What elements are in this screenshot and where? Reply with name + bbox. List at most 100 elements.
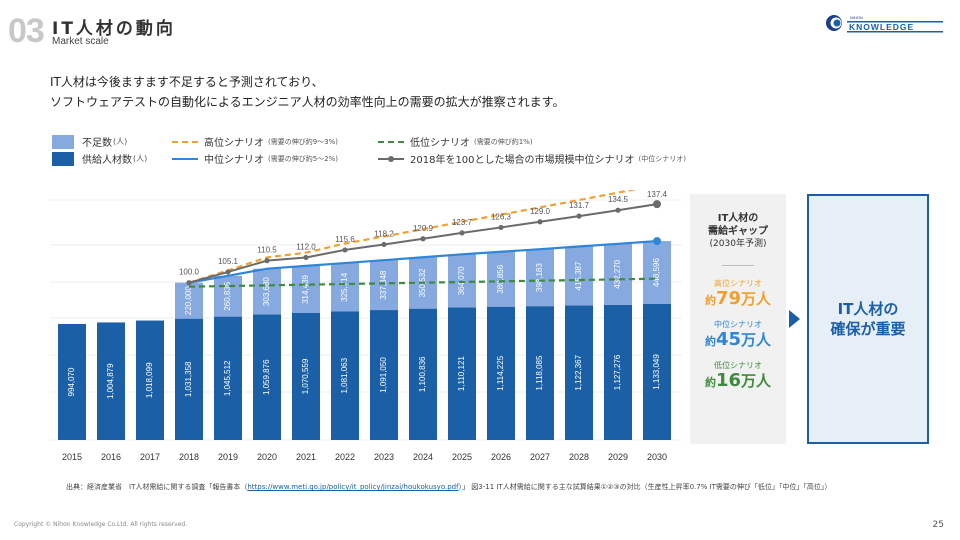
- line-mid-scenario: [188, 239, 658, 284]
- x-tick-label: 2030: [647, 452, 667, 462]
- source-link[interactable]: https://www.meti.go.jp/policy/it_policy/…: [247, 483, 459, 491]
- market-index-point: [225, 269, 231, 275]
- bar-label-supply: 1,081,063: [340, 357, 349, 393]
- market-index-point: [264, 258, 270, 264]
- market-index-point: [381, 241, 387, 248]
- logo-globe-icon: [826, 15, 842, 31]
- market-index-label: 100.0: [179, 268, 200, 277]
- bar-label-shortage: 325,714: [340, 272, 349, 301]
- bar-label-supply: 1,133,049: [652, 354, 661, 390]
- bar-supply: [604, 304, 632, 440]
- x-tick-label: 2027: [530, 452, 550, 462]
- bar-label-supply: 1,122,367: [574, 354, 583, 390]
- market-index-label: 110.5: [257, 246, 277, 255]
- bar-supply: [487, 306, 515, 440]
- bar-supply: [565, 305, 593, 440]
- conclusion-box: IT人材の 確保が重要: [807, 194, 929, 444]
- logo-name: KNOWLEDGE: [849, 22, 914, 32]
- bar-label-supply: 994,070: [67, 367, 76, 396]
- market-index-label: 137.4: [647, 190, 668, 199]
- company-logo: NIHON KNOWLEDGE: [825, 12, 945, 34]
- legend-swatch-supply: [52, 151, 74, 166]
- bar-label-shortage: 220,000: [184, 286, 193, 315]
- bar-label-shortage: 415,387: [574, 261, 583, 290]
- x-tick-label: 2026: [491, 452, 511, 462]
- market-index-point: [303, 254, 309, 261]
- bar-label-supply: 1,004,879: [106, 363, 115, 399]
- legend-line-high: [172, 140, 198, 143]
- bar-supply: [175, 318, 203, 440]
- bar-label-supply: 1,070,559: [301, 358, 310, 394]
- market-index-label: 112.0: [296, 242, 316, 251]
- page-subtitle: Market scale: [52, 36, 109, 47]
- line-high-scenario: [188, 190, 637, 284]
- x-tick-label: 2020: [257, 452, 277, 462]
- line-mid-end-marker: [653, 237, 661, 246]
- bar-shortage: [175, 282, 203, 319]
- x-tick-label: 2023: [374, 452, 394, 462]
- legend-mid: 中位シナリオ (需要の伸び約5〜2%): [172, 151, 338, 166]
- bar-label-shortage: 303,680: [262, 277, 271, 306]
- source-citation: 出典：経済産業省 IT人材需給に関する調査「報告書本（https://www.m…: [66, 483, 832, 491]
- bar-shortage: [643, 241, 671, 304]
- supply-gap-panel: IT人材の 需給ギャップ (2030年予測) 高位シナリオ 約79万人 中位シナ…: [690, 194, 786, 444]
- market-index-point: [615, 207, 621, 213]
- x-tick-label: 2018: [179, 452, 199, 462]
- conclusion-line-2: 確保が重要: [830, 320, 906, 338]
- gap-title: IT人材の 需給ギャップ (2030年予測): [708, 213, 768, 249]
- bar-label-shortage: 260,835: [223, 281, 232, 310]
- x-tick-label: 2019: [218, 452, 238, 462]
- market-index-label: 118.2: [374, 229, 394, 238]
- bar-supply: [448, 307, 476, 440]
- lead-line-1: IT人材は今後ますます不足すると予測されており、: [50, 75, 324, 89]
- bar-shortage: [253, 268, 281, 315]
- bar-shortage: [331, 263, 359, 312]
- market-index-point: [498, 224, 504, 231]
- bar-label-shortage: 432,270: [613, 259, 622, 288]
- market-index-point: [186, 280, 192, 286]
- x-tick-label: 2015: [62, 452, 82, 462]
- bar-supply: [370, 310, 398, 440]
- bar-label-supply: 1,031,358: [184, 361, 193, 397]
- gap-item-high: 高位シナリオ 約79万人: [704, 279, 772, 309]
- bar-shortage: [370, 260, 398, 311]
- bar-supply: [643, 304, 671, 440]
- bar-shortage: [214, 275, 242, 317]
- bar-shortage: [526, 249, 554, 307]
- legend-shortage: 不足数 (人): [52, 134, 127, 149]
- x-tick-label: 2029: [608, 452, 628, 462]
- market-index-label: 126.3: [491, 212, 512, 221]
- legend-line-mid: [172, 157, 198, 160]
- legend-supply: 供給人材数 (人): [52, 151, 147, 166]
- bar-supply: [331, 311, 359, 440]
- bar-supply: [292, 312, 320, 440]
- page-title: IT人材の動向: [52, 19, 176, 39]
- section-number: 03: [8, 12, 45, 50]
- bar-supply: [253, 314, 281, 440]
- bar-label-supply: 1,110,121: [457, 356, 466, 392]
- market-index-point: [653, 200, 661, 209]
- legend-shortage-label: 不足数: [82, 138, 112, 149]
- market-index-label: 134.5: [608, 195, 629, 204]
- copyright: Copyright © Nihon Knowledge Co.Ltd. All …: [14, 521, 188, 528]
- gap-item-mid: 中位シナリオ 約45万人: [704, 320, 772, 350]
- bar-label-shortage: 380,856: [496, 264, 505, 293]
- market-index-point: [576, 213, 582, 219]
- bar-shortage: [604, 243, 632, 305]
- bar-supply: [526, 306, 554, 440]
- market-index-point: [420, 236, 426, 242]
- legend-high: 高位シナリオ (需要の伸び約9〜3%): [172, 134, 338, 149]
- bar-shortage: [565, 246, 593, 306]
- x-tick-label: 2022: [335, 452, 355, 462]
- bar-supply: [409, 308, 437, 440]
- bar-supply: [97, 322, 125, 440]
- legend-low: 低位シナリオ (需要の伸び約1%): [378, 134, 533, 149]
- bar-label-shortage: 337,848: [379, 270, 388, 299]
- lead-line-2: ソフトウェアテストの自動化によるエンジニア人材の効率性向上の需要の拡大が推察され…: [50, 95, 565, 109]
- x-tick-label: 2024: [413, 452, 433, 462]
- x-tick-label: 2028: [569, 452, 589, 462]
- bar-label-supply: 1,091,050: [379, 357, 388, 393]
- market-index-label: 131.7: [569, 201, 590, 210]
- x-tick-label: 2021: [296, 452, 316, 462]
- legend-market: 2018年を100とした場合の市場規模中位シナリオ (中位シナリオ): [378, 151, 686, 166]
